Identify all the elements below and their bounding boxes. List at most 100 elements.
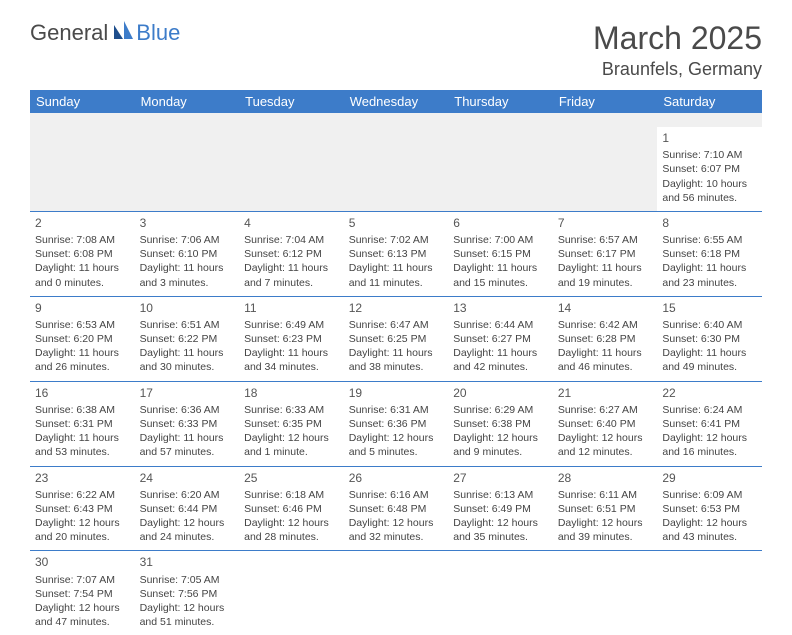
day-info-line: Sunrise: 6:31 AM xyxy=(349,403,444,417)
day-number: 2 xyxy=(35,215,130,231)
day-info-line: Sunset: 6:13 PM xyxy=(349,247,444,261)
day-cell xyxy=(553,551,658,635)
day-cell: 18Sunrise: 6:33 AMSunset: 6:35 PMDayligh… xyxy=(239,381,344,466)
blank-cell xyxy=(657,113,762,127)
day-number: 27 xyxy=(453,470,548,486)
day-info-line: Daylight: 11 hours xyxy=(349,261,444,275)
blank-cell xyxy=(448,113,553,127)
day-info-line: Sunrise: 6:40 AM xyxy=(662,318,757,332)
blank-cell xyxy=(239,113,344,127)
day-number: 10 xyxy=(140,300,235,316)
day-cell: 16Sunrise: 6:38 AMSunset: 6:31 PMDayligh… xyxy=(30,381,135,466)
day-cell: 10Sunrise: 6:51 AMSunset: 6:22 PMDayligh… xyxy=(135,296,240,381)
day-cell: 2Sunrise: 7:08 AMSunset: 6:08 PMDaylight… xyxy=(30,211,135,296)
day-info-line: and 16 minutes. xyxy=(662,445,757,459)
day-info-line: Daylight: 11 hours xyxy=(35,346,130,360)
day-number: 15 xyxy=(662,300,757,316)
day-info-line: and 20 minutes. xyxy=(35,530,130,544)
month-title: March 2025 xyxy=(593,20,762,57)
day-cell: 17Sunrise: 6:36 AMSunset: 6:33 PMDayligh… xyxy=(135,381,240,466)
day-number: 11 xyxy=(244,300,339,316)
day-info-line: and 5 minutes. xyxy=(349,445,444,459)
day-number: 23 xyxy=(35,470,130,486)
logo-word-2: Blue xyxy=(136,20,180,46)
day-info-line: and 26 minutes. xyxy=(35,360,130,374)
day-info-line: Daylight: 12 hours xyxy=(244,516,339,530)
day-number: 29 xyxy=(662,470,757,486)
day-cell: 22Sunrise: 6:24 AMSunset: 6:41 PMDayligh… xyxy=(657,381,762,466)
day-number: 21 xyxy=(558,385,653,401)
day-cell: 31Sunrise: 7:05 AMSunset: 7:56 PMDayligh… xyxy=(135,551,240,635)
day-info-line: Daylight: 12 hours xyxy=(35,516,130,530)
day-cell xyxy=(30,127,135,211)
day-info-line: Sunrise: 6:36 AM xyxy=(140,403,235,417)
header: General Blue March 2025 Braunfels, Germa… xyxy=(30,20,762,80)
day-info-line: Daylight: 12 hours xyxy=(453,516,548,530)
day-info-line: Sunset: 6:43 PM xyxy=(35,502,130,516)
day-cell: 15Sunrise: 6:40 AMSunset: 6:30 PMDayligh… xyxy=(657,296,762,381)
day-number: 25 xyxy=(244,470,339,486)
day-info-line: Daylight: 10 hours xyxy=(662,177,757,191)
blank-cell xyxy=(30,113,135,127)
blank-cell xyxy=(135,113,240,127)
day-info-line: Daylight: 11 hours xyxy=(244,261,339,275)
day-info-line: Sunrise: 6:29 AM xyxy=(453,403,548,417)
day-header: Tuesday xyxy=(239,90,344,113)
day-info-line: Daylight: 11 hours xyxy=(140,431,235,445)
day-info-line: and 51 minutes. xyxy=(140,615,235,629)
day-info-line: Daylight: 11 hours xyxy=(140,346,235,360)
week-row: 16Sunrise: 6:38 AMSunset: 6:31 PMDayligh… xyxy=(30,381,762,466)
day-cell: 12Sunrise: 6:47 AMSunset: 6:25 PMDayligh… xyxy=(344,296,449,381)
day-info-line: Daylight: 12 hours xyxy=(558,431,653,445)
day-cell xyxy=(239,127,344,211)
day-info-line: Daylight: 12 hours xyxy=(244,431,339,445)
logo-word-1: General xyxy=(30,20,108,46)
day-number: 1 xyxy=(662,130,757,146)
logo-sail-icon xyxy=(112,21,134,46)
day-cell: 24Sunrise: 6:20 AMSunset: 6:44 PMDayligh… xyxy=(135,466,240,551)
day-info-line: and 7 minutes. xyxy=(244,276,339,290)
day-info-line: Daylight: 11 hours xyxy=(35,261,130,275)
day-number: 5 xyxy=(349,215,444,231)
day-info-line: Sunset: 6:18 PM xyxy=(662,247,757,261)
day-info-line: and 23 minutes. xyxy=(662,276,757,290)
day-info-line: Sunset: 6:08 PM xyxy=(35,247,130,261)
day-number: 7 xyxy=(558,215,653,231)
day-number: 26 xyxy=(349,470,444,486)
day-info-line: and 19 minutes. xyxy=(558,276,653,290)
day-info-line: Sunset: 6:53 PM xyxy=(662,502,757,516)
day-info-line: Sunrise: 7:06 AM xyxy=(140,233,235,247)
day-info-line: Sunset: 6:51 PM xyxy=(558,502,653,516)
day-info-line: Daylight: 11 hours xyxy=(453,261,548,275)
day-info-line: Daylight: 11 hours xyxy=(244,346,339,360)
day-info-line: and 3 minutes. xyxy=(140,276,235,290)
day-info-line: Daylight: 12 hours xyxy=(349,516,444,530)
day-cell: 27Sunrise: 6:13 AMSunset: 6:49 PMDayligh… xyxy=(448,466,553,551)
day-number: 3 xyxy=(140,215,235,231)
day-info-line: and 42 minutes. xyxy=(453,360,548,374)
week-row: 9Sunrise: 6:53 AMSunset: 6:20 PMDaylight… xyxy=(30,296,762,381)
blank-row xyxy=(30,113,762,127)
day-info-line: Daylight: 12 hours xyxy=(662,516,757,530)
day-cell xyxy=(448,551,553,635)
day-info-line: Daylight: 12 hours xyxy=(558,516,653,530)
day-info-line: Sunset: 6:46 PM xyxy=(244,502,339,516)
day-info-line: Sunset: 6:41 PM xyxy=(662,417,757,431)
day-info-line: Sunset: 6:25 PM xyxy=(349,332,444,346)
day-number: 13 xyxy=(453,300,548,316)
day-info-line: Daylight: 12 hours xyxy=(453,431,548,445)
day-info-line: and 35 minutes. xyxy=(453,530,548,544)
day-info-line: Sunset: 6:35 PM xyxy=(244,417,339,431)
day-info-line: Sunset: 6:31 PM xyxy=(35,417,130,431)
day-info-line: Sunset: 6:40 PM xyxy=(558,417,653,431)
day-header-row: Sunday Monday Tuesday Wednesday Thursday… xyxy=(30,90,762,113)
day-info-line: and 49 minutes. xyxy=(662,360,757,374)
day-header: Monday xyxy=(135,90,240,113)
day-number: 8 xyxy=(662,215,757,231)
day-cell: 6Sunrise: 7:00 AMSunset: 6:15 PMDaylight… xyxy=(448,211,553,296)
day-info-line: Daylight: 12 hours xyxy=(140,601,235,615)
day-info-line: Sunrise: 6:09 AM xyxy=(662,488,757,502)
day-info-line: Sunrise: 6:20 AM xyxy=(140,488,235,502)
day-info-line: Sunset: 6:27 PM xyxy=(453,332,548,346)
day-info-line: Sunrise: 7:04 AM xyxy=(244,233,339,247)
